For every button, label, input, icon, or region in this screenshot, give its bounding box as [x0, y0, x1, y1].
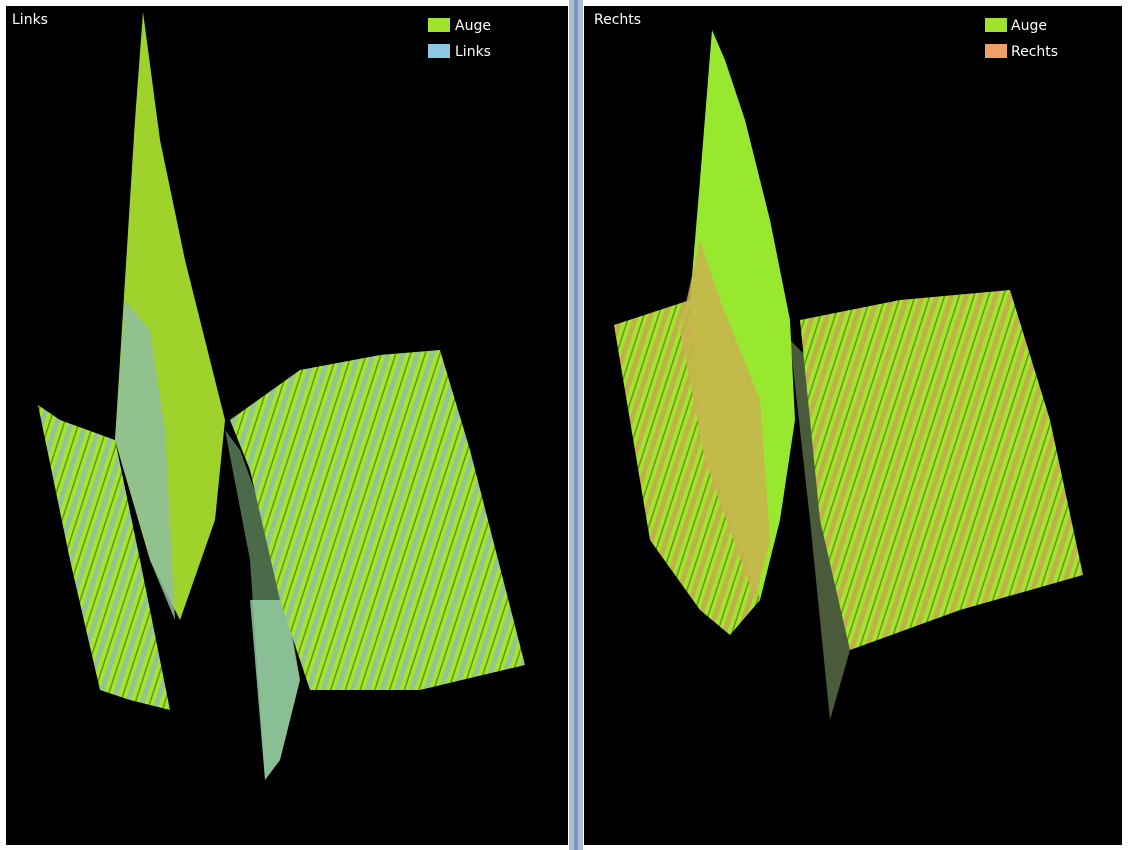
legend-swatch [985, 44, 1007, 58]
legend-label: Auge [455, 18, 491, 34]
legend-label: Links [455, 44, 491, 60]
splitter-line [574, 0, 578, 850]
panel-title: Rechts [594, 12, 641, 28]
legend-label: Auge [1011, 18, 1047, 34]
legend-swatch [428, 18, 450, 32]
page: Links Auge Links Rechts Auge Rechts (() … [0, 0, 1128, 850]
panel-title: Links [12, 12, 48, 28]
legend-label: Rechts [1011, 44, 1058, 60]
screen: Links Auge Links Rechts Auge Rechts [0, 0, 1128, 850]
legend-swatch [428, 44, 450, 58]
legend-swatch [985, 18, 1007, 32]
